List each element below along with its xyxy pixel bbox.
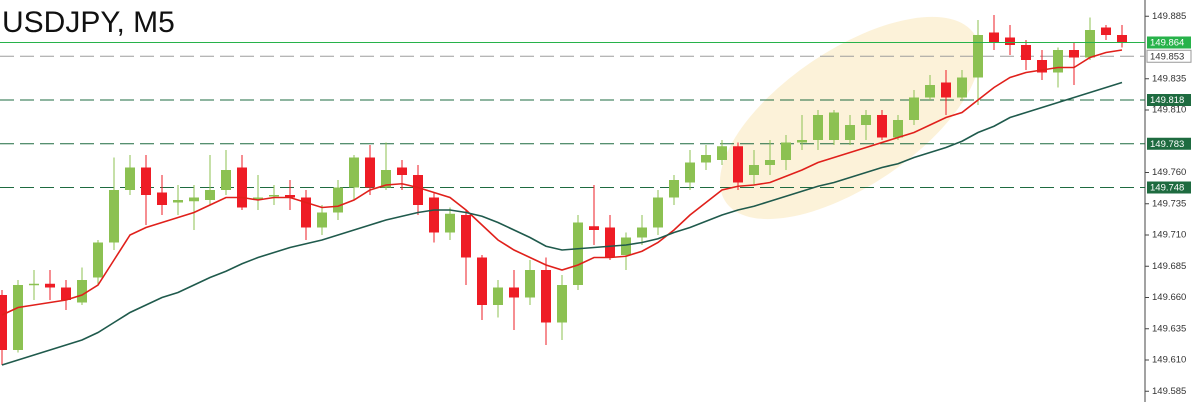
candle-body <box>925 85 935 98</box>
moving-average <box>1 49 1123 316</box>
candle-body <box>685 162 695 183</box>
price-label: 149.783 <box>1150 139 1184 150</box>
candle-body <box>333 187 343 213</box>
price-label: 149.864 <box>1150 38 1184 49</box>
price-label-box <box>1147 181 1191 194</box>
candle-body <box>61 287 71 300</box>
candle-body <box>861 115 871 125</box>
candle-body <box>893 120 903 138</box>
candle-body <box>29 283 39 286</box>
candle-body <box>269 195 279 197</box>
candle-body <box>221 170 231 190</box>
candle-body <box>301 197 311 228</box>
candle-body <box>237 167 247 208</box>
candle-body <box>781 142 791 160</box>
y-tick-label: 149.660 <box>1152 292 1186 303</box>
y-tick-label: 149.610 <box>1152 355 1186 366</box>
price-label-box <box>1147 36 1191 49</box>
candle-body <box>1005 37 1015 45</box>
candle-body <box>877 115 887 138</box>
candle-body <box>109 190 119 243</box>
y-tick-label: 149.710 <box>1152 230 1186 241</box>
candle-body <box>381 170 391 188</box>
candle-body <box>813 115 823 140</box>
candle-body <box>1117 35 1127 43</box>
moving-average <box>1 81 1123 366</box>
candle-body <box>941 82 951 98</box>
candle-body <box>525 270 535 298</box>
candle-body <box>253 197 263 200</box>
candle-body <box>445 213 455 233</box>
candle-body <box>557 285 567 323</box>
y-tick-label: 149.585 <box>1152 386 1186 397</box>
candle-body <box>45 283 55 288</box>
candle-body <box>1101 27 1111 35</box>
candle-body <box>285 195 295 198</box>
price-label: 149.853 <box>1150 51 1184 62</box>
candle-body <box>189 197 199 202</box>
candle-body <box>477 257 487 305</box>
candle-body <box>749 165 759 175</box>
price-label-box <box>1147 94 1191 106</box>
y-tick-label: 149.685 <box>1152 261 1186 272</box>
candle-body <box>765 160 775 165</box>
candle-body <box>1085 30 1095 58</box>
y-tick-label: 149.635 <box>1152 323 1186 334</box>
candle-body <box>701 155 711 163</box>
candle-body <box>125 167 135 190</box>
price-label: 149.748 <box>1150 183 1184 194</box>
candle-body <box>397 167 407 175</box>
candle-body <box>605 227 615 258</box>
candle-body <box>957 77 967 98</box>
candle-body <box>541 270 551 323</box>
y-tick-label: 149.735 <box>1152 198 1186 209</box>
candle-body <box>349 157 359 188</box>
candle-body <box>829 112 839 140</box>
candle-body <box>589 226 599 230</box>
candle-body <box>461 215 471 258</box>
candle-body <box>1037 60 1047 73</box>
candle-body <box>1053 50 1063 73</box>
candle-body <box>13 285 23 350</box>
candle-body <box>909 97 919 120</box>
candle-body <box>989 32 999 43</box>
candle-body <box>973 35 983 78</box>
candle-body <box>173 200 183 203</box>
candle-body <box>509 287 519 298</box>
y-tick-label: 149.885 <box>1152 11 1186 22</box>
candle-body <box>429 197 439 233</box>
candle-body <box>797 140 807 143</box>
candle-body <box>141 167 151 195</box>
candle-body <box>1021 45 1031 60</box>
candle-body <box>653 197 663 228</box>
price-label-box <box>1146 49 1192 63</box>
y-tick-label: 149.810 <box>1152 105 1186 116</box>
candle-body <box>205 190 215 200</box>
candle-body <box>317 212 327 228</box>
candle-body <box>365 157 375 188</box>
candle-body <box>717 146 727 160</box>
candle-body <box>573 222 583 285</box>
candle-body <box>669 180 679 198</box>
price-label-box <box>1147 137 1191 150</box>
candle-body <box>157 192 167 205</box>
candle-body <box>413 175 423 205</box>
candle-body <box>733 146 743 183</box>
candle-body <box>637 227 647 238</box>
candle-body <box>77 280 87 303</box>
candle-body <box>1069 50 1079 58</box>
price-label: 149.818 <box>1150 95 1184 106</box>
candle-body <box>493 287 503 305</box>
candle-body <box>621 237 631 255</box>
candle-body <box>845 125 855 140</box>
y-tick-label: 149.835 <box>1152 73 1186 84</box>
y-tick-label: 149.760 <box>1152 167 1186 178</box>
chart-title: USDJPY, M5 <box>2 6 175 39</box>
candle-body <box>0 295 7 350</box>
candle-body <box>93 242 103 278</box>
